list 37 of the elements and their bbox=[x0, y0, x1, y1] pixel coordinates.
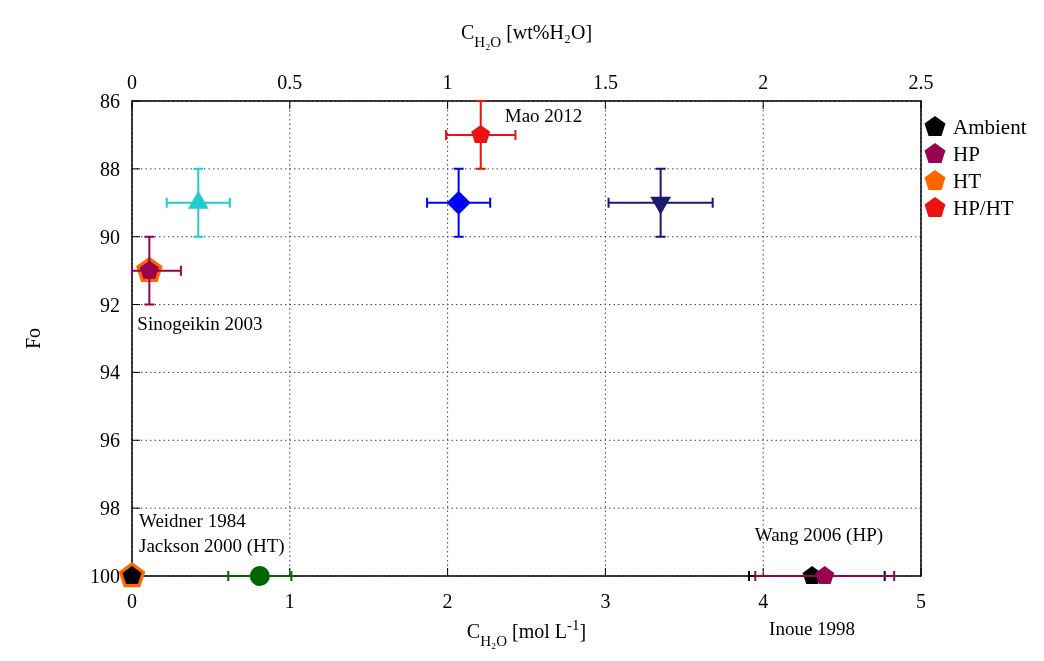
x2-axis-title: C$_{H₂O}$ [wt%H₂O] bbox=[460, 21, 593, 50]
x-tick-label: 3 bbox=[600, 590, 611, 612]
annotation: Jackson 2000 (HT) bbox=[139, 535, 285, 557]
point bbox=[446, 190, 471, 215]
y-tick-label: 86 bbox=[100, 90, 120, 112]
y-tick-label: 94 bbox=[100, 361, 120, 384]
y-tick-label: 88 bbox=[100, 157, 120, 180]
x2-tick-label: 1 bbox=[442, 71, 453, 93]
point bbox=[249, 566, 270, 586]
legend-label: HT bbox=[953, 169, 982, 193]
x-tick-label: 1 bbox=[284, 590, 295, 612]
annotation: Mao 2012 bbox=[504, 104, 583, 126]
y-tick-label: 92 bbox=[100, 293, 120, 316]
x-axis-title: C$_{H₂O}$ [mol L$^{-1}$] bbox=[466, 617, 587, 649]
x2-tick-label: 1.5 bbox=[592, 71, 618, 93]
x-tick-label: 0 bbox=[127, 590, 137, 612]
legend-label: HP/HT bbox=[953, 196, 1014, 220]
y-tick-label: 90 bbox=[100, 225, 120, 248]
x-tick-label: 4 bbox=[758, 590, 769, 612]
annotation: Sinogeikin 2003 bbox=[137, 312, 263, 334]
point bbox=[471, 124, 491, 144]
annotation: Weidner 1984 bbox=[139, 510, 247, 531]
x2-tick-label: 0.5 bbox=[277, 71, 303, 93]
annotation: Wang 2006 (HP) bbox=[754, 524, 884, 546]
legend-label: Ambient bbox=[953, 115, 1027, 139]
annotation: Inoue 1998 bbox=[769, 618, 856, 639]
y-axis-title: Fo bbox=[22, 327, 44, 350]
x2-tick-label: 2 bbox=[758, 71, 769, 93]
y-tick-label: 100 bbox=[90, 565, 120, 587]
x-tick-label: 2 bbox=[442, 590, 453, 612]
point bbox=[815, 566, 835, 585]
legend-label: HP bbox=[953, 142, 980, 166]
x2-tick-label: 2.5 bbox=[908, 71, 934, 93]
y-tick-label: 98 bbox=[100, 497, 120, 520]
x2-tick-label: 0 bbox=[127, 71, 137, 93]
y-tick-label: 96 bbox=[100, 429, 120, 452]
x-tick-label: 5 bbox=[916, 590, 926, 612]
